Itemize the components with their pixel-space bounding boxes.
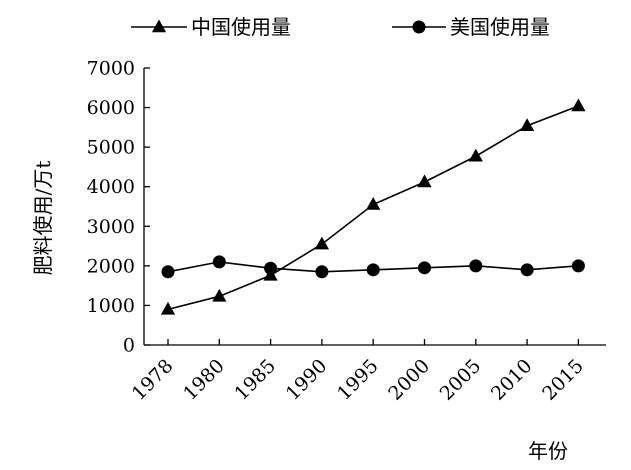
data-point bbox=[571, 259, 585, 273]
legend-entry-1: 中国使用量 bbox=[131, 15, 291, 39]
y-tick-label: 3000 bbox=[87, 216, 135, 238]
data-point bbox=[418, 261, 431, 275]
x-tick-label: 1990 bbox=[282, 355, 332, 405]
legend: 中国使用量 美国使用量 bbox=[131, 15, 550, 39]
data-point bbox=[520, 263, 534, 277]
series-layer bbox=[160, 98, 586, 315]
x-axis: 1978 1980 1985 1990 1995 2000 2005 2010 2015 bbox=[128, 339, 606, 405]
y-tick-label: 7000 bbox=[87, 58, 135, 80]
y-tick-label: 0 bbox=[123, 335, 135, 357]
y-tick-label: 1000 bbox=[87, 295, 135, 317]
x-tick-label: 2010 bbox=[487, 355, 537, 405]
series-1 bbox=[160, 98, 586, 315]
y-tick-label: 2000 bbox=[87, 255, 135, 277]
legend-marker bbox=[412, 20, 426, 34]
x-tick-label: 1985 bbox=[230, 355, 280, 405]
data-point bbox=[160, 301, 176, 315]
data-point bbox=[417, 174, 432, 188]
legend-label: 中国使用量 bbox=[191, 15, 291, 39]
data-point bbox=[366, 197, 381, 210]
data-point bbox=[161, 265, 175, 279]
data-point bbox=[519, 118, 535, 132]
x-tick-label: 2015 bbox=[538, 355, 588, 405]
x-tick-label: 2000 bbox=[384, 355, 434, 405]
x-axis-title: 年份 bbox=[528, 439, 568, 463]
y-axis-title: 肥料使用/万t bbox=[31, 161, 55, 276]
data-point bbox=[469, 259, 483, 273]
data-point bbox=[212, 255, 226, 269]
data-point bbox=[366, 263, 380, 277]
series-2 bbox=[161, 255, 585, 279]
x-tick-label: 2005 bbox=[436, 355, 486, 405]
legend-label: 美国使用量 bbox=[450, 15, 550, 39]
data-point bbox=[212, 288, 227, 302]
y-axis: 0 1000 2000 3000 4000 5000 6000 7000 bbox=[87, 58, 150, 357]
legend-entry-2: 美国使用量 bbox=[392, 15, 550, 39]
data-point bbox=[571, 98, 586, 112]
x-tick-label: 1995 bbox=[333, 355, 383, 405]
x-tick-label: 1980 bbox=[179, 355, 229, 405]
y-tick-label: 4000 bbox=[87, 176, 135, 198]
data-point bbox=[315, 265, 329, 279]
y-tick-label: 6000 bbox=[87, 97, 135, 119]
data-point bbox=[264, 261, 278, 275]
legend-marker bbox=[151, 19, 167, 33]
data-point bbox=[314, 236, 330, 250]
y-tick-label: 5000 bbox=[87, 137, 135, 159]
data-point bbox=[468, 148, 483, 162]
x-tick-label: 1978 bbox=[128, 355, 178, 405]
